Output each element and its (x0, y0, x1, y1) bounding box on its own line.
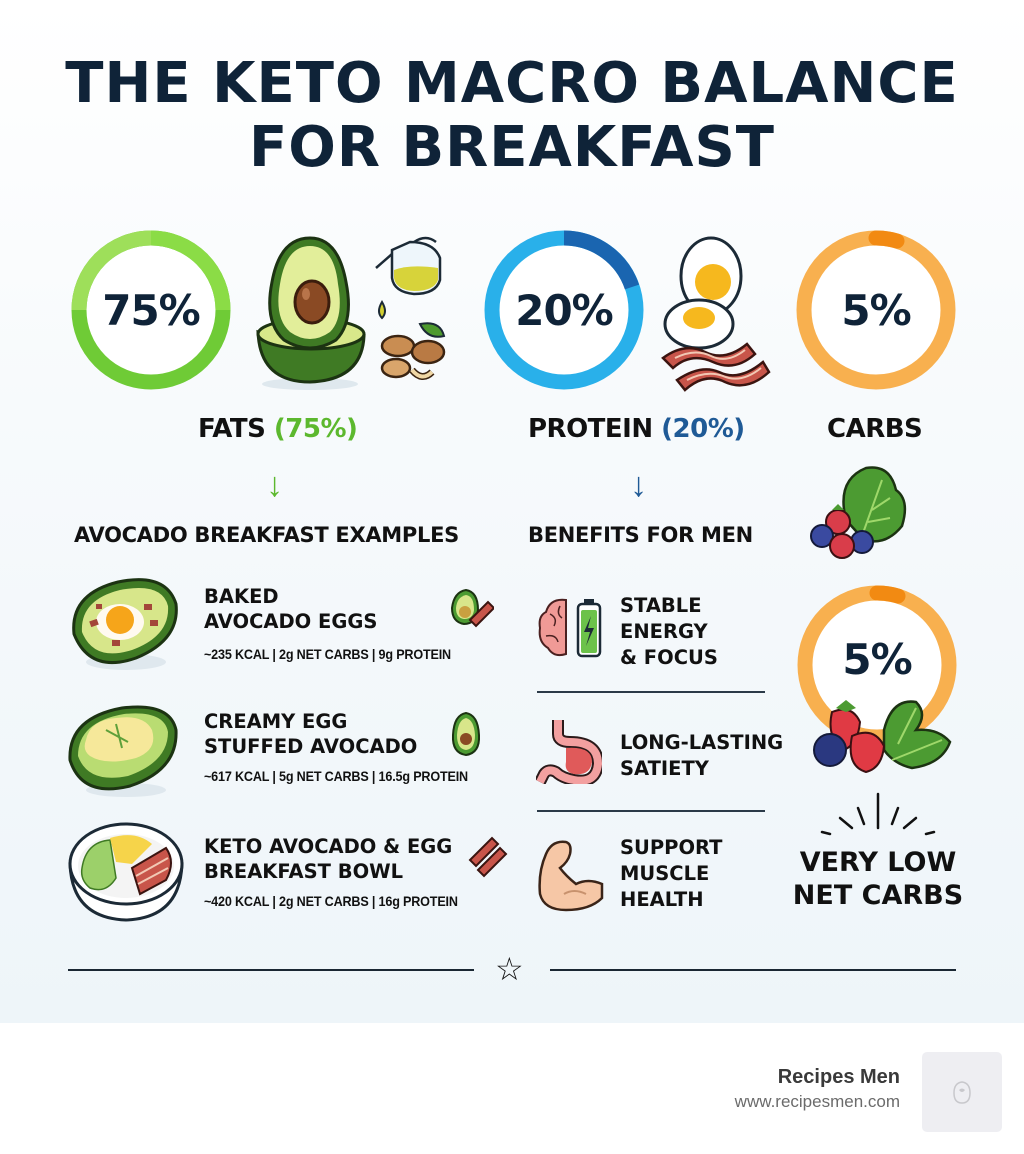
baked-avocado-eggs-image-icon (66, 574, 182, 679)
fats-label: FATS (75%) (198, 414, 358, 444)
carbs-label: CARBS (827, 414, 923, 444)
strawberries-greens-icon (812, 694, 952, 779)
avocado-bacon-icon (448, 586, 496, 637)
berries-greens-illustration-icon (806, 460, 916, 565)
title-line-2: FOR BREAKFAST (249, 115, 775, 180)
brand-url[interactable]: www.recipesmen.com (734, 1092, 900, 1111)
avocado-icon (450, 711, 482, 762)
very-low-net-carbs-note: VERY LOW NET CARBS (792, 847, 964, 911)
fats-ring: 75% (70, 229, 232, 391)
benefit-divider (537, 691, 765, 693)
recipe-stats: ~420 KCAL | 2g NET CARBS | 16g PROTEIN (204, 893, 458, 909)
recipe-stats: ~617 KCAL | 5g NET CARBS | 16.5g PROTEIN (204, 768, 468, 784)
avocado-illustration-icon (250, 232, 370, 397)
carbs-ring: 5% (795, 229, 957, 391)
carbs-detail-percent: 5% (842, 635, 912, 685)
benefit-divider (537, 810, 765, 812)
brand-logo-icon (953, 1081, 971, 1104)
breakfast-bowl-image-icon (66, 818, 186, 931)
benefit-energy-focus: STABLE ENERGY & FOCUS (620, 594, 718, 669)
stuffed-avocado-image-icon (66, 700, 182, 805)
protein-percent: 20% (515, 285, 614, 335)
divider-line-right (550, 969, 956, 971)
oil-nuts-illustration-icon (370, 236, 450, 391)
infographic-poster: THE KETO MACRO BALANCE FOR BREAKFAST 75% (0, 0, 1024, 1023)
flexed-arm-icon (536, 838, 604, 919)
arrow-down-icon: ↓ (630, 466, 647, 504)
recipe-title: CREAMY EGG STUFFED AVOCADO (204, 710, 418, 758)
protein-section-heading: BENEFITS FOR MEN (528, 523, 753, 547)
protein-label: PROTEIN (20%) (528, 414, 745, 444)
recipe-title: KETO AVOCADO & EGG BREAKFAST BOWL (204, 835, 453, 883)
stomach-icon (534, 718, 605, 789)
fats-section-heading: AVOCADO BREAKFAST EXAMPLES (74, 523, 459, 547)
star-icon: ☆ (495, 951, 524, 987)
recipe-title: BAKED AVOCADO EGGS (204, 585, 378, 633)
brand-name: Recipes Men (777, 1066, 900, 1088)
bacon-icon (466, 834, 510, 885)
brain-battery-icon (536, 596, 608, 667)
sparkle-burst-icon (818, 792, 938, 843)
arrow-down-icon: ↓ (266, 466, 283, 504)
fats-percent: 75% (102, 285, 201, 335)
benefit-satiety: LONG-LASTING SATIETY (620, 731, 784, 780)
divider-line-left (68, 969, 474, 971)
title-line-1: THE KETO MACRO BALANCE (65, 51, 959, 116)
brand-logo (922, 1052, 1002, 1132)
page-title: THE KETO MACRO BALANCE FOR BREAKFAST (0, 52, 1024, 180)
eggs-bacon-illustration-icon (655, 234, 775, 399)
carbs-percent: 5% (841, 285, 911, 335)
protein-ring: 20% (483, 229, 645, 391)
recipe-stats: ~235 KCAL | 2g NET CARBS | 9g PROTEIN (204, 646, 451, 662)
benefit-muscle-health: SUPPORT MUSCLE HEALTH (620, 836, 723, 911)
